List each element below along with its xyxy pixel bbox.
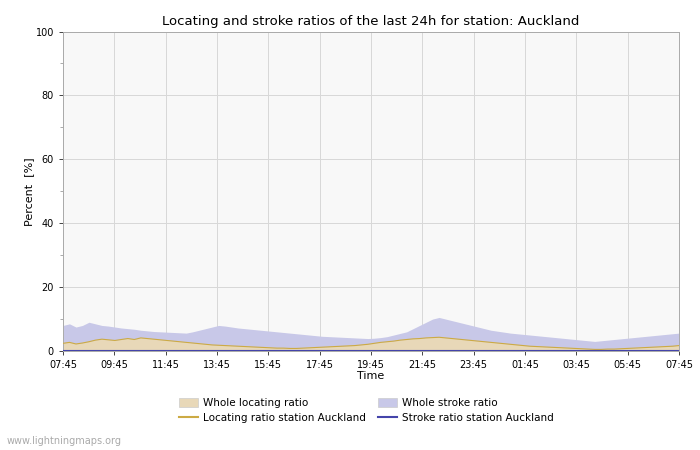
Legend: Whole locating ratio, Locating ratio station Auckland, Whole stroke ratio, Strok: Whole locating ratio, Locating ratio sta… — [179, 398, 554, 423]
X-axis label: Time: Time — [358, 371, 384, 382]
Title: Locating and stroke ratios of the last 24h for station: Auckland: Locating and stroke ratios of the last 2… — [162, 14, 580, 27]
Text: www.lightningmaps.org: www.lightningmaps.org — [7, 436, 122, 446]
Y-axis label: Percent  [%]: Percent [%] — [25, 157, 34, 225]
